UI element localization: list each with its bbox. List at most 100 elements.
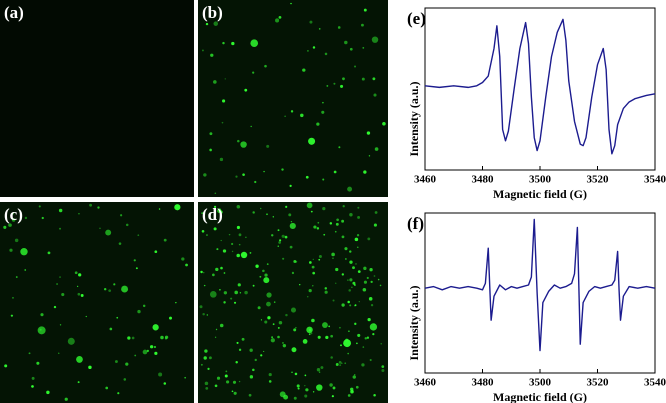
fluorescent-spot [363,280,367,284]
fluorescent-spot [152,324,159,331]
fluorescent-spot [67,337,75,345]
fluorescent-spot [293,328,297,332]
x-tick-label: 3500 [529,377,552,389]
fluorescent-spot [366,276,369,280]
micrograph [198,202,388,403]
fluorescent-spot [337,26,341,29]
fluorescent-spot [118,242,122,245]
fluorescent-spot [259,275,262,278]
fluorescent-spot [8,223,12,227]
fluorescent-spot [308,333,311,336]
fluorescent-spot [332,299,335,302]
fluorescent-spot [357,206,360,209]
fluorescent-spot [291,271,295,275]
fluorescent-spot [312,391,315,393]
fluorescent-spot [184,376,186,379]
fluorescent-spot [216,248,219,251]
fluorescent-spot [233,301,237,304]
panel-label: (b) [202,3,223,22]
fluorescent-spot [117,392,120,395]
fluorescent-spot [85,315,87,318]
fluorescent-spot [135,267,138,270]
fluorescent-spot [335,267,339,272]
fluorescent-spot [235,361,238,364]
fluorescent-spot [316,368,321,372]
fluorescent-spot [268,373,272,377]
fluorescent-spot [11,218,16,222]
fluorescent-spot [244,88,248,92]
fluorescent-spot [291,347,297,353]
fluorescent-spot [338,146,341,149]
fluorescent-spot [164,337,168,340]
fluorescent-spot [237,283,241,287]
fluorescent-spot [154,351,158,355]
fluorescent-spot [31,385,34,388]
fluorescent-spot [219,210,223,214]
fluorescent-spot [311,265,315,269]
x-axis-title: Magnetic field (G) [493,187,587,201]
fluorescent-spot [174,204,181,211]
x-axis-title: Magnetic field (G) [493,390,587,403]
fluorescent-spot [270,338,275,343]
fluorescent-spot [367,317,371,322]
fluorescent-spot [349,304,352,307]
fluorescent-spot [361,363,365,367]
fluorescent-spot [322,322,328,328]
fluorescent-spot [347,186,353,192]
fluorescent-spot [313,225,317,229]
fluorescent-spot [333,170,337,174]
fluorescent-spot [300,113,304,118]
fluorescent-spot [340,344,342,347]
fluorescent-spot [285,313,288,317]
fluorescent-spot [236,341,239,344]
fluorescent-spot [231,390,234,393]
fluorescent-spot [134,354,137,357]
fluorescent-spot [361,77,365,81]
fluorescent-spot [154,250,158,254]
fluorescent-spot [370,304,374,307]
fluorescent-spot [306,202,313,209]
fluorescent-spot [213,21,219,26]
fluorescent-spot [245,236,247,238]
x-tick-label: 3520 [587,174,610,186]
fluorescent-spot [220,239,222,242]
fluorescent-spot [279,391,286,398]
fluorescent-spot [114,360,118,363]
fluorescent-spot [200,270,203,274]
fluorescent-spot [209,148,212,152]
fluorescent-spot [252,368,255,372]
fluorescent-spot [252,71,255,74]
fluorescent-spot [308,288,312,293]
fluorescent-spot [357,333,361,337]
fluorescent-spot [354,237,359,242]
fluorescent-spot [232,380,237,384]
fluorescent-spot [362,346,365,348]
fluorescent-spot [349,47,353,51]
fluorescent-spot [204,349,208,353]
fluorescent-spot [20,248,28,256]
x-tick-label: 3480 [472,174,495,186]
fluorescent-spot [206,234,208,236]
fluorescent-spot [12,297,14,299]
fluorescent-spot [312,271,316,275]
fluorescent-spot [169,316,172,320]
x-tick-label: 3460 [414,174,437,186]
fluorescent-spot [349,260,353,264]
fluorescent-spot [56,283,58,285]
fluorescent-spot [46,390,50,395]
fluorescent-spot [324,290,328,294]
fluorescent-spot [372,333,375,336]
fluorescent-spot [284,115,286,118]
fluorescent-spot [271,234,274,237]
fluorescent-spot [310,210,313,213]
fluorescent-spot [289,184,292,187]
fluorescent-spot [370,280,373,284]
fluorescent-spot [203,356,207,360]
fluorescent-spot [277,326,280,329]
fluorescent-spot [99,227,101,229]
fluorescent-spot [348,330,350,332]
fluorescent-spot [264,273,268,277]
fluorescent-spot [237,139,240,143]
fluorescent-spot [222,249,227,253]
fluorescent-spot [368,155,371,157]
